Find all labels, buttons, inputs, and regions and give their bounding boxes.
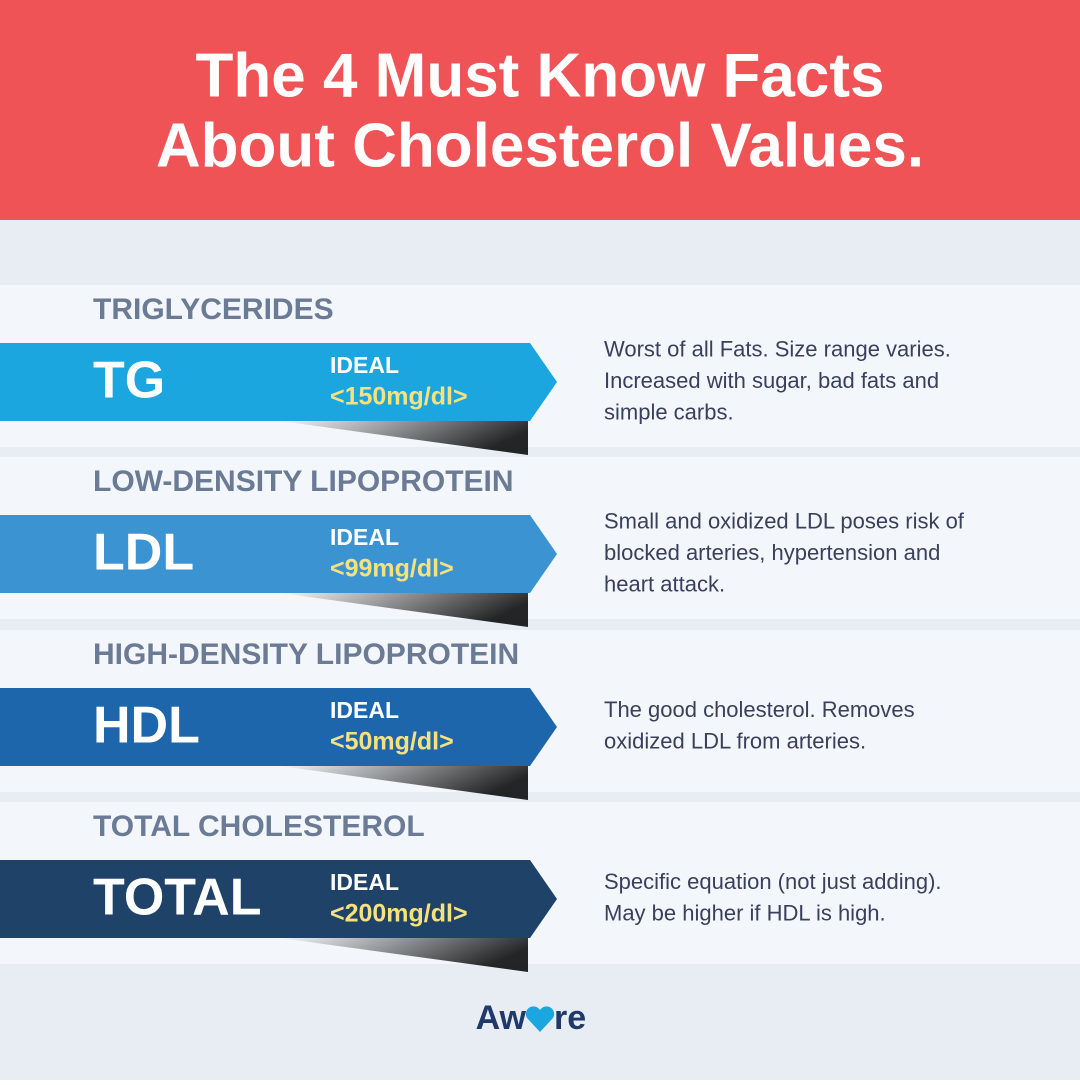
logo: Aw re: [476, 999, 587, 1037]
description-line: heart attack.: [604, 571, 725, 596]
ideal-value: <200mg/dl>: [330, 900, 468, 928]
banner: [0, 343, 557, 421]
description-line: Worst of all Fats. Size range varies.: [604, 336, 951, 361]
title-line: The 4 Must Know Facts: [196, 41, 885, 110]
category-label: TRIGLYCERIDES: [93, 293, 334, 326]
ideal-label: IDEAL: [330, 524, 399, 550]
category-label: TOTAL CHOLESTEROL: [93, 810, 425, 843]
abbr: LDL: [93, 524, 194, 582]
ideal-value: <150mg/dl>: [330, 383, 468, 411]
description-line: oxidized LDL from arteries.: [604, 729, 866, 754]
ideal-label: IDEAL: [330, 352, 399, 378]
logo-left: Aw: [476, 999, 527, 1037]
ideal-label: IDEAL: [330, 869, 399, 895]
category-label: HIGH-DENSITY LIPOPROTEIN: [93, 638, 519, 671]
logo-right: re: [554, 999, 586, 1037]
banner: [0, 860, 557, 938]
description-line: simple carbs.: [604, 399, 734, 424]
description-line: Specific equation (not just adding).: [604, 869, 942, 894]
abbr: TG: [93, 352, 165, 410]
description-line: Increased with sugar, bad fats and: [604, 368, 939, 393]
banner-shadow: [280, 766, 528, 800]
abbr: TOTAL: [93, 869, 262, 927]
category-label: LOW-DENSITY LIPOPROTEIN: [93, 465, 514, 498]
abbr: HDL: [93, 697, 200, 755]
ideal-value: <50mg/dl>: [330, 728, 454, 756]
banner: [0, 515, 557, 593]
description-line: May be higher if HDL is high.: [604, 901, 886, 926]
banner-shadow: [280, 593, 528, 627]
ideal-value: <99mg/dl>: [330, 555, 454, 583]
description-line: The good cholesterol. Removes: [604, 697, 915, 722]
title-line: About Cholesterol Values.: [156, 111, 924, 180]
description-line: blocked arteries, hypertension and: [604, 540, 940, 565]
items: TRIGLYCERIDES TG IDEAL <150mg/dl> Worst of a…: [0, 285, 1080, 972]
banner-shadow: [280, 421, 528, 455]
logo-heart: [525, 1006, 555, 1032]
banner-shadow: [280, 938, 528, 972]
header-band: [0, 0, 1080, 220]
banner: [0, 688, 557, 766]
ideal-label: IDEAL: [330, 697, 399, 723]
description-line: Small and oxidized LDL poses risk of: [604, 508, 965, 533]
